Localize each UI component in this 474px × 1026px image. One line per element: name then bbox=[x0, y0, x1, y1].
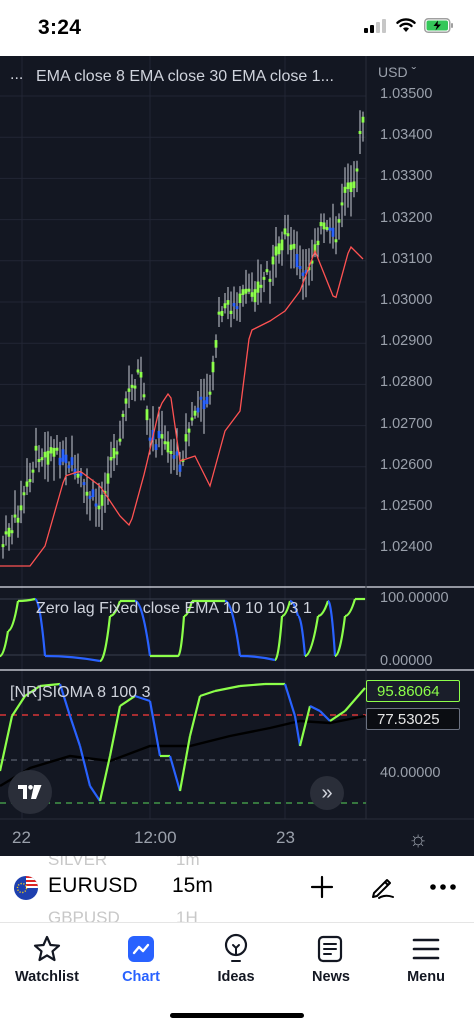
chart-area[interactable]: ... EMA close 8 EMA close 30 EMA close 1… bbox=[0, 56, 474, 856]
nav-item-news[interactable]: News bbox=[286, 931, 376, 985]
nav-label-watchlist: Watchlist bbox=[15, 969, 79, 985]
nav-item-ideas[interactable]: Ideas bbox=[191, 931, 281, 985]
time-label-23: 23 bbox=[276, 828, 295, 847]
add-plus-icon[interactable] bbox=[305, 870, 339, 904]
time-label-22: 22 bbox=[12, 828, 31, 847]
tradingview-logo-icon bbox=[18, 785, 42, 799]
price-axis-label: 1.02400 bbox=[380, 539, 433, 556]
bottom-nav: Watchlist Chart Ideas News Menu bbox=[0, 922, 474, 1026]
osc1-label-low: 0.00000 bbox=[380, 653, 433, 669]
nav-label-chart: Chart bbox=[122, 969, 160, 985]
more-options-icon[interactable] bbox=[426, 870, 460, 904]
currency-label: USD bbox=[378, 64, 408, 80]
star-icon bbox=[33, 935, 61, 962]
ghost-interval-below: 1H bbox=[176, 908, 198, 922]
price-axis-label: 1.02800 bbox=[380, 374, 433, 391]
price-axis-label: 1.03300 bbox=[380, 168, 433, 185]
symbol-name[interactable]: EURUSD bbox=[48, 874, 138, 897]
ghost-symbol-above: SILVER bbox=[48, 856, 108, 869]
eu-us-flag-icon bbox=[14, 876, 38, 900]
price-axis-label: 1.03000 bbox=[380, 292, 433, 308]
home-indicator bbox=[170, 1013, 304, 1018]
signal-icon bbox=[364, 18, 386, 33]
osc1-legend[interactable]: Zero lag Fixed close EMA 10 10 10 3 1 bbox=[36, 600, 312, 617]
nav-item-menu[interactable]: Menu bbox=[381, 931, 471, 985]
legend-prefix: ... bbox=[10, 66, 24, 83]
status-bar: 3:24 bbox=[0, 0, 474, 56]
price-axis-label: 1.03500 bbox=[380, 86, 433, 102]
tradingview-logo[interactable] bbox=[8, 770, 52, 814]
price-axis-label: 1.03200 bbox=[380, 209, 433, 226]
menu-icon bbox=[412, 938, 440, 960]
nav-item-watchlist[interactable]: Watchlist bbox=[2, 931, 92, 985]
chart-settings-icon[interactable]: ☼ bbox=[408, 826, 429, 851]
newspaper-icon bbox=[317, 935, 343, 963]
wifi-icon bbox=[396, 18, 416, 32]
osc2-label: 40.00000 bbox=[380, 765, 441, 781]
nav-item-chart[interactable]: Chart bbox=[96, 931, 186, 985]
double-chevron-right-icon: » bbox=[321, 781, 333, 804]
battery-charging-icon bbox=[424, 18, 453, 33]
ghost-interval-above: 1m bbox=[176, 856, 200, 869]
osc1-label-high: 100.00000 bbox=[380, 590, 449, 606]
status-time: 3:24 bbox=[38, 16, 82, 39]
price-axis-label: 1.03400 bbox=[380, 127, 433, 144]
price-axis-label: 1.03100 bbox=[380, 250, 433, 267]
ghost-symbol-below: GBPUSD bbox=[48, 908, 120, 922]
drawing-pen-icon[interactable] bbox=[366, 870, 400, 904]
osc2-value-tag-green: 95.86064 bbox=[366, 680, 460, 702]
nav-label-news: News bbox=[312, 969, 350, 985]
chart-canvas[interactable] bbox=[0, 56, 474, 856]
main-legend[interactable]: EMA close 8 EMA close 30 EMA close 1... bbox=[36, 68, 334, 85]
lightbulb-icon bbox=[224, 933, 248, 962]
osc2-value-tag-white: 77.53025 bbox=[366, 708, 460, 730]
symbol-toolbar: SILVER 1m GBPUSD 1H EURUSD 15m bbox=[0, 856, 474, 922]
interval-selector[interactable]: 15m bbox=[172, 874, 213, 897]
chevron-down-icon: ˇ bbox=[411, 64, 417, 80]
status-icons bbox=[364, 18, 454, 33]
price-axis-label: 1.02700 bbox=[380, 415, 433, 432]
osc2-legend[interactable]: [NR]SIOMA 8 100 3 bbox=[10, 684, 151, 701]
price-axis-label: 1.02900 bbox=[380, 333, 433, 350]
chart-icon bbox=[128, 936, 154, 962]
scroll-to-realtime-button[interactable]: » bbox=[310, 776, 344, 810]
price-axis-label: 1.02600 bbox=[380, 456, 433, 473]
nav-label-ideas: Ideas bbox=[217, 969, 255, 985]
price-axis-label: 1.02500 bbox=[380, 498, 433, 514]
currency-selector[interactable]: USD ˇ bbox=[378, 64, 416, 80]
time-label-noon: 12:00 bbox=[134, 828, 177, 847]
nav-label-menu: Menu bbox=[407, 969, 445, 985]
